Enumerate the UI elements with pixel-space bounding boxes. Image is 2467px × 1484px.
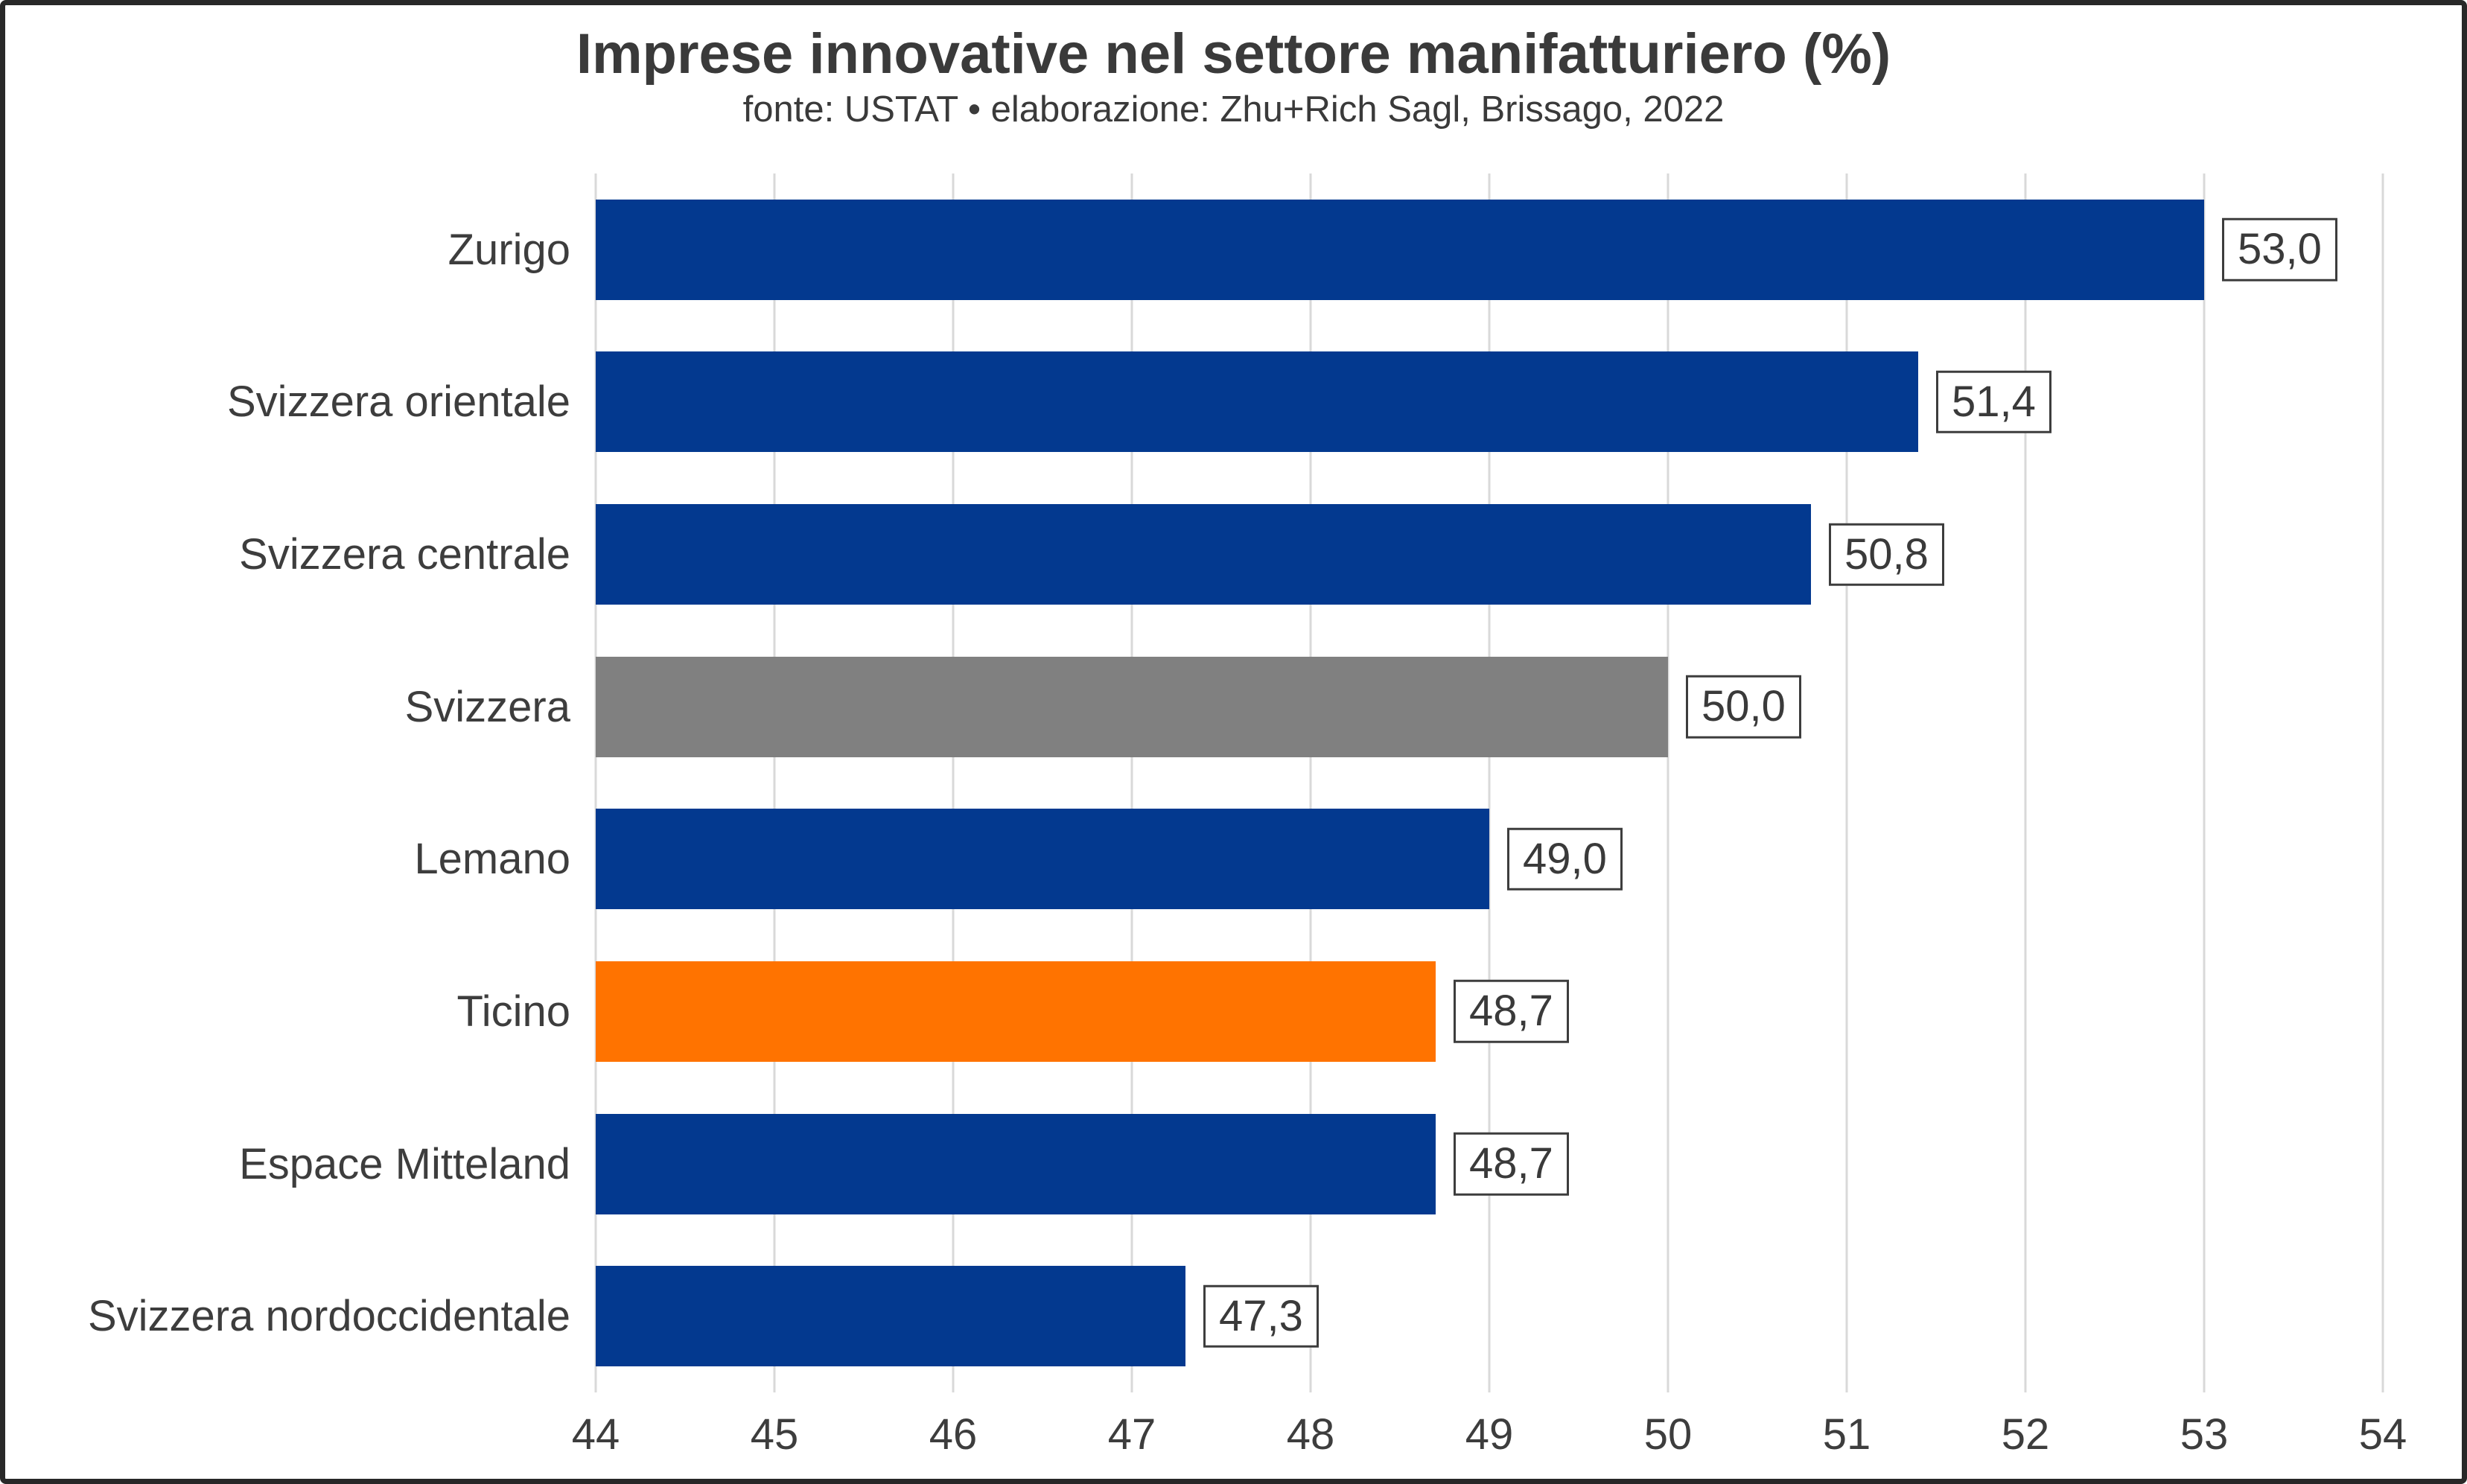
bar-track: 50,0 — [596, 631, 2383, 783]
gridline — [1845, 173, 1848, 1392]
bar-row: Espace Mitteland 48,7 — [5, 1088, 2462, 1241]
x-tick-label: 45 — [750, 1410, 799, 1459]
value-label: 50,0 — [1686, 675, 1801, 739]
bar-track: 49,0 — [596, 783, 2383, 936]
bar — [596, 656, 1668, 757]
x-tick-label: 50 — [1643, 1410, 1693, 1459]
bar — [596, 199, 2204, 300]
bar-row: Svizzera nordoccidentale 47,3 — [5, 1240, 2462, 1392]
x-tick-label: 44 — [571, 1410, 620, 1459]
category-label: Svizzera centrale — [239, 530, 570, 579]
gridline — [2024, 173, 2027, 1392]
x-tick-label: 48 — [1286, 1410, 1335, 1459]
bar-track: 50,8 — [596, 478, 2383, 631]
gridline — [952, 173, 955, 1392]
category-label: Espace Mitteland — [239, 1139, 570, 1188]
bar-row: Svizzera centrale 50,8 — [5, 478, 2462, 631]
category-label: Ticino — [456, 987, 570, 1036]
value-label: 49,0 — [1507, 827, 1623, 891]
category-label: Svizzera orientale — [227, 378, 570, 427]
gridline — [773, 173, 776, 1392]
value-label: 47,3 — [1203, 1284, 1319, 1348]
bar-track: 51,4 — [596, 326, 2383, 479]
bar — [596, 351, 1918, 453]
chart-title: Imprese innovative nel settore manifattu… — [576, 22, 1891, 86]
bar-row: Svizzera orientale 51,4 — [5, 326, 2462, 479]
value-label: 48,7 — [1454, 980, 1569, 1043]
gridline — [594, 173, 597, 1392]
x-tick-label: 46 — [929, 1410, 978, 1459]
value-label: 50,8 — [1829, 523, 1944, 586]
bar — [596, 1113, 1436, 1214]
bar — [596, 961, 1436, 1062]
bar-track: 48,7 — [596, 1088, 2383, 1241]
x-axis: 44 45 46 47 48 49 50 51 52 53 54 — [5, 1399, 2462, 1474]
gridline — [1309, 173, 1312, 1392]
bar-row: Ticino 48,7 — [5, 935, 2462, 1088]
bar — [596, 504, 1811, 605]
x-tick-label: 49 — [1465, 1410, 1514, 1459]
bar-row: Svizzera 50,0 — [5, 631, 2462, 783]
bar-row: Lemano 49,0 — [5, 783, 2462, 936]
category-label: Zurigo — [448, 225, 570, 274]
value-label: 48,7 — [1454, 1132, 1569, 1196]
gridline — [1488, 173, 1491, 1392]
x-tick-label: 47 — [1107, 1410, 1156, 1459]
category-label: Lemano — [414, 835, 570, 884]
bar — [596, 809, 1489, 910]
bar-row: Zurigo 53,0 — [5, 173, 2462, 326]
value-label: 53,0 — [2222, 218, 2337, 281]
x-tick-label: 53 — [2180, 1410, 2229, 1459]
x-tick-label: 52 — [2001, 1410, 2050, 1459]
x-tick-label: 54 — [2358, 1410, 2407, 1459]
chart-subtitle: fonte: USTAT • elaborazione: Zhu+Rich Sa… — [742, 89, 1725, 130]
bar-rows: Zurigo 53,0 Svizzera orientale 51,4 Svizzera… — [5, 173, 2462, 1392]
gridline — [2203, 173, 2206, 1392]
bar-track: 47,3 — [596, 1240, 2383, 1392]
gridlines — [594, 173, 2384, 1392]
plot-area: Zurigo 53,0 Svizzera orientale 51,4 Svizzera… — [5, 173, 2462, 1392]
gridline — [1667, 173, 1669, 1392]
bar-track: 48,7 — [596, 935, 2383, 1088]
category-label: Svizzera — [404, 682, 570, 731]
x-tick-label: 51 — [1822, 1410, 1871, 1459]
value-label: 51,4 — [1936, 370, 2051, 434]
gridline — [2381, 173, 2384, 1392]
gridline — [1130, 173, 1133, 1392]
bar — [596, 1266, 1185, 1367]
category-label: Svizzera nordoccidentale — [87, 1292, 570, 1341]
bar-track: 53,0 — [596, 173, 2383, 326]
